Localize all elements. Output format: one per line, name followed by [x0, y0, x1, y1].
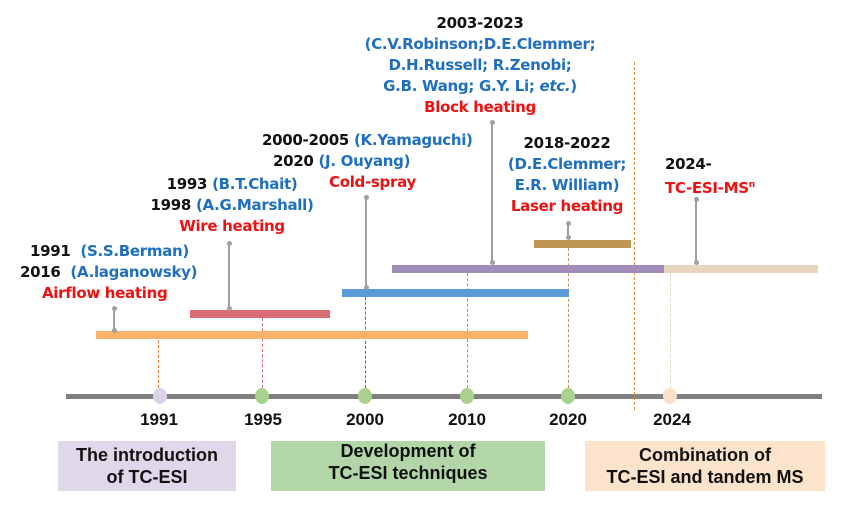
axis-dot-2010 — [460, 388, 474, 404]
axis-dot-1995 — [255, 388, 269, 404]
phase-box-introduction: The introduction of TC-ESI — [58, 441, 236, 491]
drop-line-2024 — [670, 273, 671, 388]
axis-year-label: 2024 — [653, 410, 691, 429]
drop-line-2000 — [365, 297, 366, 388]
year-text: 2003-2023 — [436, 14, 524, 32]
phase-line: TC-ESI techniques — [328, 463, 488, 483]
bar-cold-spray — [342, 289, 569, 297]
axis-year-label: 1991 — [140, 410, 178, 429]
axis-year-label: 2010 — [448, 410, 486, 429]
annotation-block: 2003-2023 (C.V.Robinson;D.E.Clemmer; D.H… — [365, 13, 596, 118]
researcher-text: (D.E.Clemmer; — [507, 155, 627, 173]
axis-dot-2024 — [663, 388, 677, 404]
connector-ms — [693, 197, 699, 265]
researcher-text: (K.Yamaguchi) — [353, 131, 473, 149]
method-text: Cold-spray — [329, 173, 416, 191]
annotation-tc-esi-msn: 2024- TC-ESI-MSn — [665, 154, 755, 199]
researcher-text: (A.laganowsky) — [70, 263, 198, 281]
researcher-text: (S.S.Berman) — [80, 242, 189, 260]
connector-airflow — [111, 306, 117, 333]
drop-line-1991 — [158, 340, 159, 388]
method-text: Airflow heating — [42, 284, 168, 302]
connector-wire — [226, 241, 232, 311]
researcher-text: (B.T.Chait) — [212, 175, 298, 193]
axis-dot-1991 — [153, 388, 167, 404]
phase-line: The introduction — [76, 445, 218, 465]
axis-year-label: 2020 — [549, 410, 587, 429]
phase-line: TC-ESI and tandem MS — [606, 467, 804, 487]
researcher-text: etc. — [539, 77, 571, 95]
method-text: Laser heating — [510, 197, 624, 215]
year-text: 2016 — [20, 263, 61, 281]
drop-line-2010 — [467, 273, 468, 388]
phase-box-development: Development of TC-ESI techniques — [271, 441, 545, 491]
method-text: Block heating — [424, 98, 536, 116]
researcher-text: (C.V.Robinson;D.E.Clemmer; — [364, 35, 596, 53]
bar-wire-heating — [190, 310, 330, 318]
researcher-text: ) — [570, 77, 577, 95]
researcher-text: D.H.Russell; R.Zenobi; — [388, 56, 572, 74]
year-text: 2020 — [273, 152, 314, 170]
year-text: 1998 — [150, 196, 192, 214]
phase-line: Development of — [340, 441, 476, 461]
annotation-laser: 2018-2022 (D.E.Clemmer; E.R. William) La… — [507, 133, 627, 217]
year-text: 2000-2005 — [262, 131, 350, 149]
axis-year-label: 2000 — [346, 410, 384, 429]
bar-airflow-heating — [96, 331, 528, 339]
researcher-text: E.R. William) — [514, 176, 620, 194]
researcher-text: G.B. Wang; G.Y. Li; — [383, 77, 535, 95]
bar-block-heating — [392, 265, 664, 273]
year-text: 2024- — [665, 155, 712, 173]
annotation-airflow: 1991 (S.S.Berman) 2016 (A.laganowsky) Ai… — [20, 241, 198, 304]
connector-cold-spray — [363, 195, 369, 290]
researcher-text: (A.G.Marshall) — [195, 196, 314, 214]
axis-dot-2000 — [358, 388, 372, 404]
drop-line-1995 — [262, 318, 263, 388]
method-text: TC-ESI-MS — [665, 179, 749, 197]
connector-block — [489, 120, 495, 265]
year-text: 1993 — [166, 175, 208, 193]
researcher-text: (J. Ouyang) — [318, 152, 411, 170]
annotation-cold-spray: 2000-2005 (K.Yamaguchi) 2020 (J. Ouyang)… — [262, 130, 473, 193]
year-text: 1991 — [30, 242, 71, 260]
bar-laser-heating — [534, 240, 631, 248]
method-superscript: n — [748, 180, 755, 190]
method-text: Wire heating — [179, 217, 285, 235]
bar-tc-esi-msn — [664, 265, 818, 273]
timeline-axis — [66, 394, 822, 399]
current-divider-line — [634, 62, 635, 410]
annotation-wire: 1993 (B.T.Chait) 1998 (A.G.Marshall) Wir… — [150, 174, 313, 237]
phase-box-combination: Combination of TC-ESI and tandem MS — [585, 441, 825, 491]
axis-dot-2020 — [561, 388, 575, 404]
axis-year-label: 1995 — [244, 410, 282, 429]
year-text: 2018-2022 — [523, 134, 611, 152]
phase-line: Combination of — [639, 445, 771, 465]
drop-line-2020 — [568, 248, 569, 388]
connector-laser — [565, 221, 571, 240]
phase-line: of TC-ESI — [106, 467, 188, 487]
